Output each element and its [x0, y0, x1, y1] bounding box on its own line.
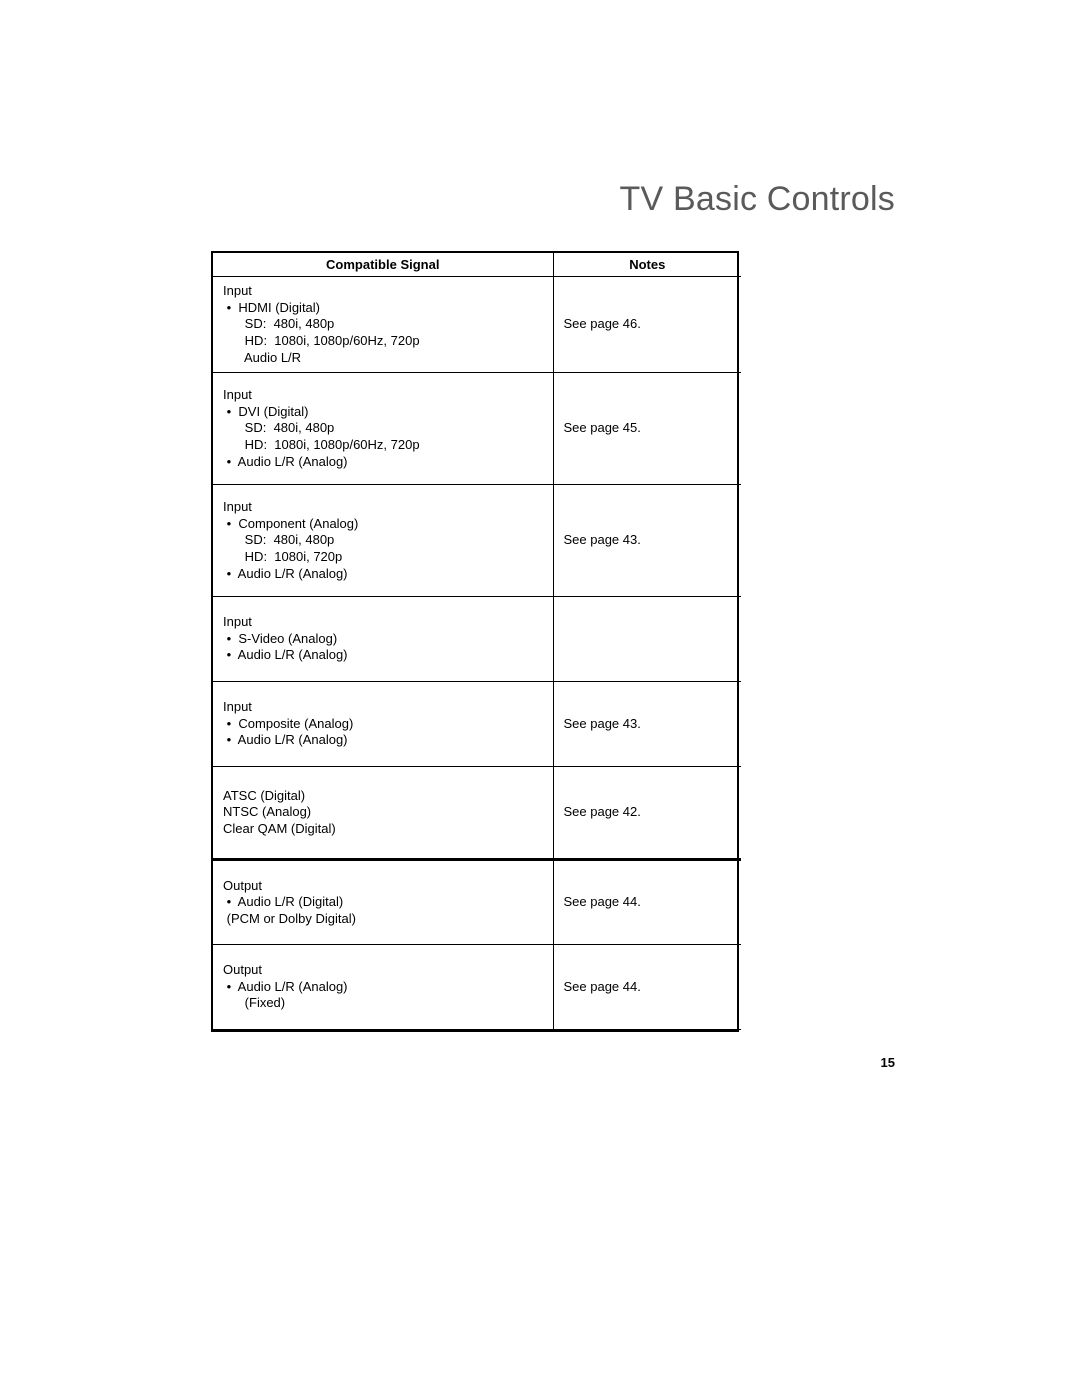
signal-cell: Output • Audio L/R (Analog) (Fixed)	[213, 945, 553, 1030]
notes-cell: See page 46.	[553, 277, 741, 373]
notes-cell: See page 42.	[553, 767, 741, 860]
table-row: Input • Component (Analog) SD: 480i, 480…	[213, 485, 741, 597]
signal-text: ATSC (Digital) NTSC (Analog) Clear QAM (…	[223, 788, 543, 838]
notes-text: See page 43.	[564, 532, 732, 549]
signal-text: Input • DVI (Digital) SD: 480i, 480p HD:…	[223, 387, 543, 470]
notes-cell: See page 44.	[553, 860, 741, 945]
signal-text: Input • S-Video (Analog) • Audio L/R (An…	[223, 614, 543, 664]
notes-text: See page 42.	[564, 804, 732, 821]
table-row: ATSC (Digital) NTSC (Analog) Clear QAM (…	[213, 767, 741, 860]
signal-cell: Input • HDMI (Digital) SD: 480i, 480p HD…	[213, 277, 553, 373]
page-number: 15	[881, 1055, 895, 1070]
notes-text: See page 45.	[564, 420, 732, 437]
signal-cell: Input • Composite (Analog) • Audio L/R (…	[213, 682, 553, 767]
table-row: Input • HDMI (Digital) SD: 480i, 480p HD…	[213, 277, 741, 373]
signal-cell: Output • Audio L/R (Digital) (PCM or Dol…	[213, 860, 553, 945]
notes-cell: See page 43.	[553, 682, 741, 767]
signal-text: Input • Composite (Analog) • Audio L/R (…	[223, 699, 543, 749]
signal-text: Output • Audio L/R (Digital) (PCM or Dol…	[223, 878, 543, 928]
table-row: Input • DVI (Digital) SD: 480i, 480p HD:…	[213, 373, 741, 485]
column-header-signal: Compatible Signal	[213, 253, 553, 277]
signal-cell: Input • Component (Analog) SD: 480i, 480…	[213, 485, 553, 597]
column-header-notes: Notes	[553, 253, 741, 277]
notes-cell: See page 43.	[553, 485, 741, 597]
signals-table: Compatible Signal Notes Input • HDMI (Di…	[211, 251, 739, 1032]
signal-text: Input • Component (Analog) SD: 480i, 480…	[223, 499, 543, 582]
table-row: Output • Audio L/R (Analog) (Fixed) See p…	[213, 945, 741, 1030]
notes-cell: See page 44.	[553, 945, 741, 1030]
notes-text: See page 44.	[564, 979, 732, 996]
signal-text: Output • Audio L/R (Analog) (Fixed)	[223, 962, 543, 1012]
notes-text: See page 46.	[564, 316, 732, 333]
signal-cell: Input • S-Video (Analog) • Audio L/R (An…	[213, 597, 553, 682]
notes-cell	[553, 597, 741, 682]
table-row: Input • S-Video (Analog) • Audio L/R (An…	[213, 597, 741, 682]
table-header-row: Compatible Signal Notes	[213, 253, 741, 277]
table-row: Input • Composite (Analog) • Audio L/R (…	[213, 682, 741, 767]
signal-text: Input • HDMI (Digital) SD: 480i, 480p HD…	[223, 283, 543, 366]
notes-cell: See page 45.	[553, 373, 741, 485]
table-row: Output • Audio L/R (Digital) (PCM or Dol…	[213, 860, 741, 945]
notes-text: See page 44.	[564, 894, 732, 911]
signal-cell: ATSC (Digital) NTSC (Analog) Clear QAM (…	[213, 767, 553, 860]
signal-cell: Input • DVI (Digital) SD: 480i, 480p HD:…	[213, 373, 553, 485]
notes-text: See page 43.	[564, 716, 732, 733]
page-title: TV Basic Controls	[620, 180, 895, 219]
